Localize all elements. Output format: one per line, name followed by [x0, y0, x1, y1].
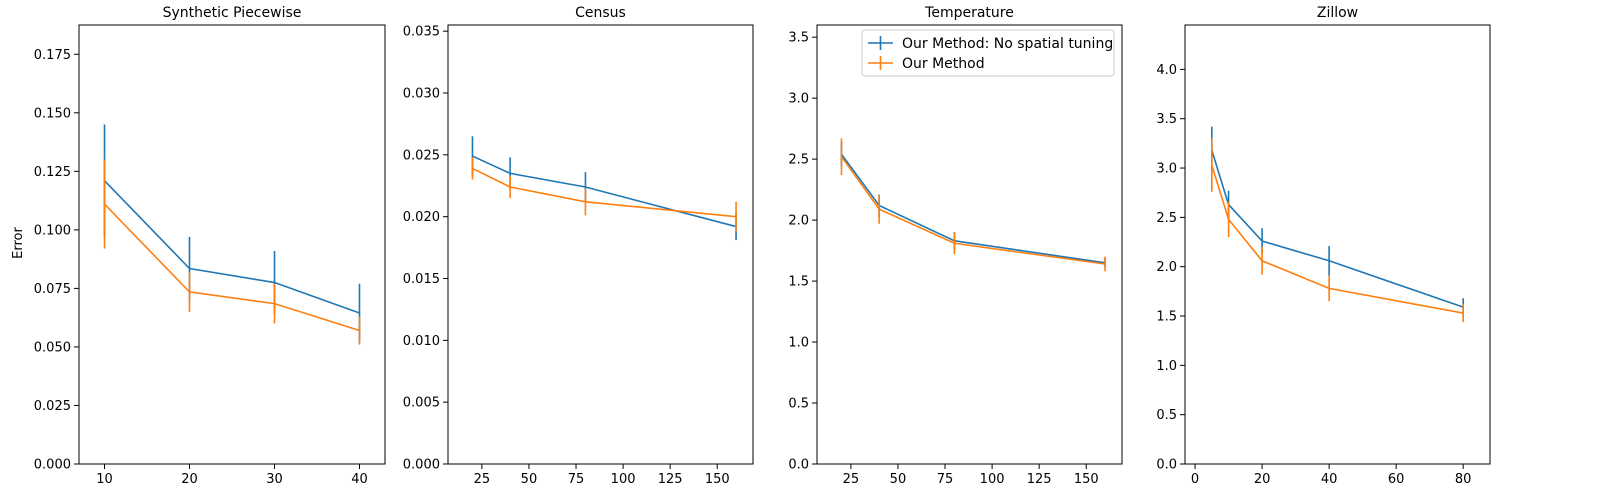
y-tick-label: 3.5	[1156, 112, 1177, 127]
x-tick-label: 100	[980, 472, 1005, 487]
x-tick-label: 25	[843, 472, 860, 487]
series-our-method	[1211, 138, 1464, 322]
series-our-method	[840, 138, 1106, 272]
y-tick-label: 0.075	[34, 282, 71, 297]
y-tick-label: 2.0	[788, 214, 809, 229]
y-axis-label: Error	[11, 227, 26, 259]
y-tick-label: 4.0	[1156, 63, 1177, 78]
x-tick-label: 75	[937, 472, 954, 487]
y-tick-label: 0.050	[34, 340, 71, 355]
x-tick-label: 20	[1254, 472, 1271, 487]
series-no-spatial-tuning	[1211, 126, 1464, 317]
axes-frame	[816, 24, 1123, 465]
chart-title: Synthetic Piecewise	[163, 5, 302, 21]
x-tick-label: 40	[1321, 472, 1338, 487]
series-line	[840, 153, 1106, 264]
y-tick-label: 2.5	[788, 153, 809, 168]
y-tick-label: 0.5	[1156, 408, 1177, 423]
y-tick-label: 0.000	[403, 458, 440, 473]
y-tick-label: 0.015	[403, 272, 440, 287]
y-tick-label: 0.5	[788, 397, 809, 412]
y-tick-label: 0.025	[403, 148, 440, 163]
y-tick-label: 0.175	[34, 48, 71, 63]
y-tick-label: 0.125	[34, 165, 71, 180]
chart-title: Temperature	[924, 5, 1014, 21]
y-tick-label: 2.5	[1156, 211, 1177, 226]
chart-title: Zillow	[1317, 5, 1358, 21]
y-tick-label: 1.0	[788, 336, 809, 351]
series-line	[472, 155, 737, 228]
series-our-method	[471, 157, 737, 232]
x-tick-label: 60	[1388, 472, 1405, 487]
y-tick-label: 0.100	[34, 223, 71, 238]
series-no-spatial-tuning	[840, 142, 1106, 268]
y-tick-label: 3.5	[788, 31, 809, 46]
x-tick-label: 20	[181, 472, 198, 487]
x-tick-label: 100	[611, 472, 636, 487]
axes-frame	[1184, 24, 1491, 465]
y-tick-label: 3.0	[788, 92, 809, 107]
y-tick-label: 0.030	[403, 87, 440, 102]
x-tick-label: 150	[1074, 472, 1099, 487]
x-tick-label: 125	[1027, 472, 1052, 487]
legend-box	[861, 29, 1115, 77]
y-tick-label: 3.0	[1156, 162, 1177, 177]
x-tick-label: 50	[521, 472, 538, 487]
series-line	[1211, 164, 1464, 314]
y-tick-label: 0.0	[788, 458, 809, 473]
legend-label: Our Method	[902, 56, 985, 72]
y-tick-label: 0.010	[403, 334, 440, 349]
y-tick-label: 0.000	[34, 458, 71, 473]
legend: Our Method: No spatial tuning Our Method	[861, 29, 1115, 77]
chart-panel-3: Zillow 0.0 0.5 1.0 1.5 2.0 2.5 3.0 3.5 4.0 0 20 40 60…	[1156, 5, 1491, 487]
series-line	[103, 203, 360, 332]
axes-frame	[78, 24, 386, 465]
y-tick-label: 0.005	[403, 396, 440, 411]
series-line	[1211, 150, 1464, 308]
y-tick-label: 0.035	[403, 25, 440, 40]
y-tick-label: 0.0	[1156, 458, 1177, 473]
y-tick-label: 0.150	[34, 106, 71, 121]
y-tick-label: 1.5	[1156, 310, 1177, 325]
panels: Synthetic Piecewise0.0000.0250.0500.0750…	[34, 5, 1491, 487]
x-tick-label: 10	[96, 472, 113, 487]
y-tick-label: 0.020	[403, 210, 440, 225]
y-tick-label: 0.025	[34, 399, 71, 414]
x-tick-label: 75	[568, 472, 585, 487]
chart-panel-0: Synthetic Piecewise 0.000 0.025 0.050 0.075 0…	[34, 5, 386, 487]
x-tick-label: 80	[1455, 472, 1472, 487]
series-line	[472, 167, 737, 218]
series-line	[103, 180, 360, 314]
series-our-method	[103, 159, 361, 345]
x-tick-label: 40	[351, 472, 368, 487]
x-tick-label: 50	[890, 472, 907, 487]
legend-label: Our Method: No spatial tuning	[902, 36, 1113, 52]
x-tick-label: 0	[1191, 472, 1199, 487]
x-tick-label: 25	[474, 472, 491, 487]
series-no-spatial-tuning	[103, 124, 361, 343]
y-tick-label: 1.5	[788, 275, 809, 290]
chart-panel-2: Temperature 0.0 0.5 1.0 1.5 2.0 2.5 3.0 3.5 25 50 7…	[788, 5, 1123, 487]
y-tick-label: 1.0	[1156, 359, 1177, 374]
x-tick-label: 30	[266, 472, 283, 487]
series-line	[840, 156, 1106, 265]
series-no-spatial-tuning	[471, 136, 737, 241]
x-tick-label: 150	[705, 472, 730, 487]
y-tick-label: 2.0	[1156, 260, 1177, 275]
chart-panel-1: Census 0.000 0.005 0.010 0.015 0.020 0.025 0.03…	[403, 5, 754, 487]
x-tick-label: 125	[658, 472, 683, 487]
axes-frame	[447, 24, 754, 465]
chart-title: Census	[575, 5, 626, 21]
